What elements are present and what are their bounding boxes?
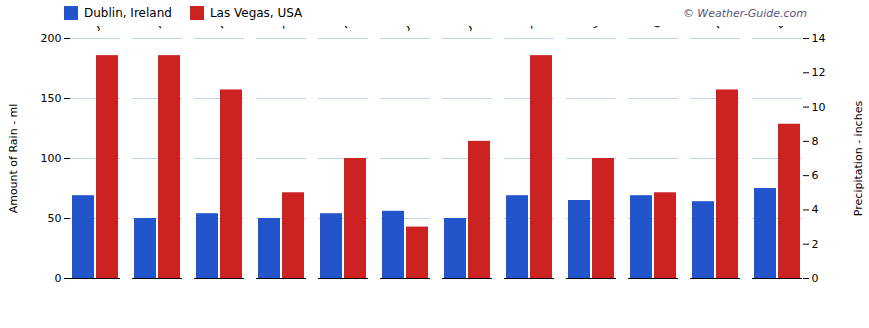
svg-text:Precipitation - inches: Precipitation - inches bbox=[852, 101, 865, 217]
html-text:Las Vegas, USA: Las Vegas, USA bbox=[209, 6, 303, 20]
svg-text:2: 2 bbox=[812, 238, 819, 251]
svg-text:Jul: Jul bbox=[463, 26, 482, 32]
svg-text:200: 200 bbox=[41, 32, 62, 45]
svg-text:Dec: Dec bbox=[774, 26, 799, 32]
svg-text:150: 150 bbox=[41, 92, 62, 105]
svg-text:Feb: Feb bbox=[154, 26, 177, 32]
svg-text:Mar: Mar bbox=[216, 26, 241, 32]
svg-text:May: May bbox=[340, 26, 366, 32]
svg-text:Jan: Jan bbox=[91, 26, 113, 32]
html-text:Dublin, Ireland: Dublin, Ireland bbox=[84, 6, 172, 20]
svg-text:0: 0 bbox=[55, 272, 62, 285]
svg-text:8: 8 bbox=[812, 135, 819, 148]
html-text:© Weather-Guide.com: © Weather-Guide.com bbox=[682, 6, 807, 20]
svg-text:0: 0 bbox=[812, 272, 819, 285]
svg-text:10: 10 bbox=[812, 101, 826, 114]
svg-text:Nov: Nov bbox=[712, 26, 737, 32]
svg-text:Jun: Jun bbox=[401, 26, 423, 32]
svg-text:12: 12 bbox=[812, 66, 826, 79]
svg-text:4: 4 bbox=[812, 203, 819, 216]
svg-text:Apr: Apr bbox=[278, 26, 301, 32]
svg-text:Sep: Sep bbox=[588, 26, 612, 32]
svg-text:Amount of Rain - ml: Amount of Rain - ml bbox=[7, 104, 20, 214]
svg-text:50: 50 bbox=[48, 212, 62, 225]
svg-text:14: 14 bbox=[812, 32, 826, 45]
svg-text:6: 6 bbox=[812, 169, 819, 182]
svg-text:Aug: Aug bbox=[526, 26, 551, 32]
svg-text:100: 100 bbox=[41, 152, 62, 165]
svg-text:Oct: Oct bbox=[650, 26, 674, 32]
